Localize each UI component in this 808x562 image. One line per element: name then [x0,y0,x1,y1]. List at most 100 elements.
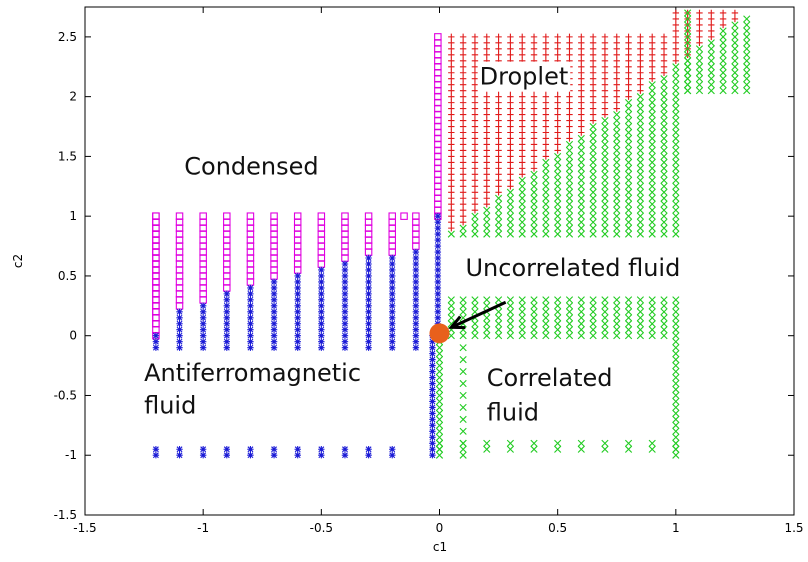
plus-point [448,189,455,196]
cross-point [494,320,503,328]
cross-point [613,194,621,202]
cross-point [624,188,633,196]
cross-point [530,230,538,238]
plus-point [507,165,514,172]
cross-point [731,51,739,59]
star-point [270,326,278,333]
cross-point [660,134,668,143]
star-point [341,290,349,298]
cross-point [684,63,692,71]
star-point [434,212,442,220]
cross-point [719,57,727,65]
cross-point [601,206,609,214]
cross-point [624,170,633,178]
cross-point [518,326,526,334]
cross-point [613,176,621,184]
special-point [429,323,450,344]
plus-point [542,93,550,100]
plus-point [483,45,490,53]
plus-point [507,177,514,184]
star-point [365,266,372,274]
plus-point [507,39,514,47]
plus-point [495,135,502,142]
plus-point [471,57,479,64]
cross-point [660,176,668,184]
cross-point [743,39,751,47]
plus-point [459,63,467,70]
star-point [176,320,183,327]
plus-point [708,15,715,23]
star-point [223,332,230,339]
cross-point [672,415,680,423]
star-point [389,272,396,280]
star-point [434,224,442,232]
plus-point [448,57,455,64]
cross-point [672,140,680,149]
star-point [365,338,372,345]
plus-point [625,87,632,94]
cross-point [672,81,680,89]
cross-point [743,63,751,71]
star-point [365,278,372,286]
cross-point [613,146,621,155]
star-point [176,344,183,351]
star-point [176,452,183,459]
plus-point [519,93,526,100]
cross-point [589,326,597,334]
plus-point [519,129,526,136]
cross-point [672,326,680,334]
cross-point [518,320,526,328]
plus-point [613,99,620,106]
cross-point [447,296,455,304]
plus-point [542,45,550,53]
cross-point [494,296,503,304]
cross-point [554,332,562,340]
plus-point [483,99,490,106]
star-point [412,338,420,345]
cross-point [719,87,727,95]
plus-point [507,129,514,136]
star-point [223,326,230,333]
plus-point [483,33,490,41]
cross-point [542,158,550,166]
star-point [223,452,230,459]
cross-point [613,110,621,119]
annotation-arrowhead [448,315,466,330]
y-tick-label: -0.5 [54,388,77,402]
star-point [270,302,278,310]
star-point [318,326,325,333]
cross-point [636,230,644,238]
plus-point [554,147,561,154]
cross-point [577,439,585,447]
cross-point [577,224,585,232]
cross-point [554,152,562,161]
star-point [434,236,442,244]
plus-point [589,117,597,124]
plus-point [495,111,502,118]
cross-point [613,116,621,125]
region-label: Antiferromagnetic [144,359,361,387]
cross-point [589,206,597,214]
cross-point [719,33,727,41]
cross-point [636,128,644,137]
star-point [176,326,183,333]
cross-point [672,433,680,441]
cross-point [636,164,644,172]
cross-point [731,27,739,35]
star-point [412,248,420,256]
cross-point [672,332,680,340]
plus-point [459,87,467,94]
cross-point [577,206,585,214]
cross-point [601,164,609,172]
cross-point [518,332,526,340]
star-point [365,344,372,351]
plus-point [459,147,467,154]
star-point [318,266,325,274]
cross-point [577,320,585,328]
star-point [247,338,254,345]
cross-point [660,188,668,196]
cross-point [624,122,633,131]
cross-point [624,134,633,143]
plus-point [672,45,680,53]
